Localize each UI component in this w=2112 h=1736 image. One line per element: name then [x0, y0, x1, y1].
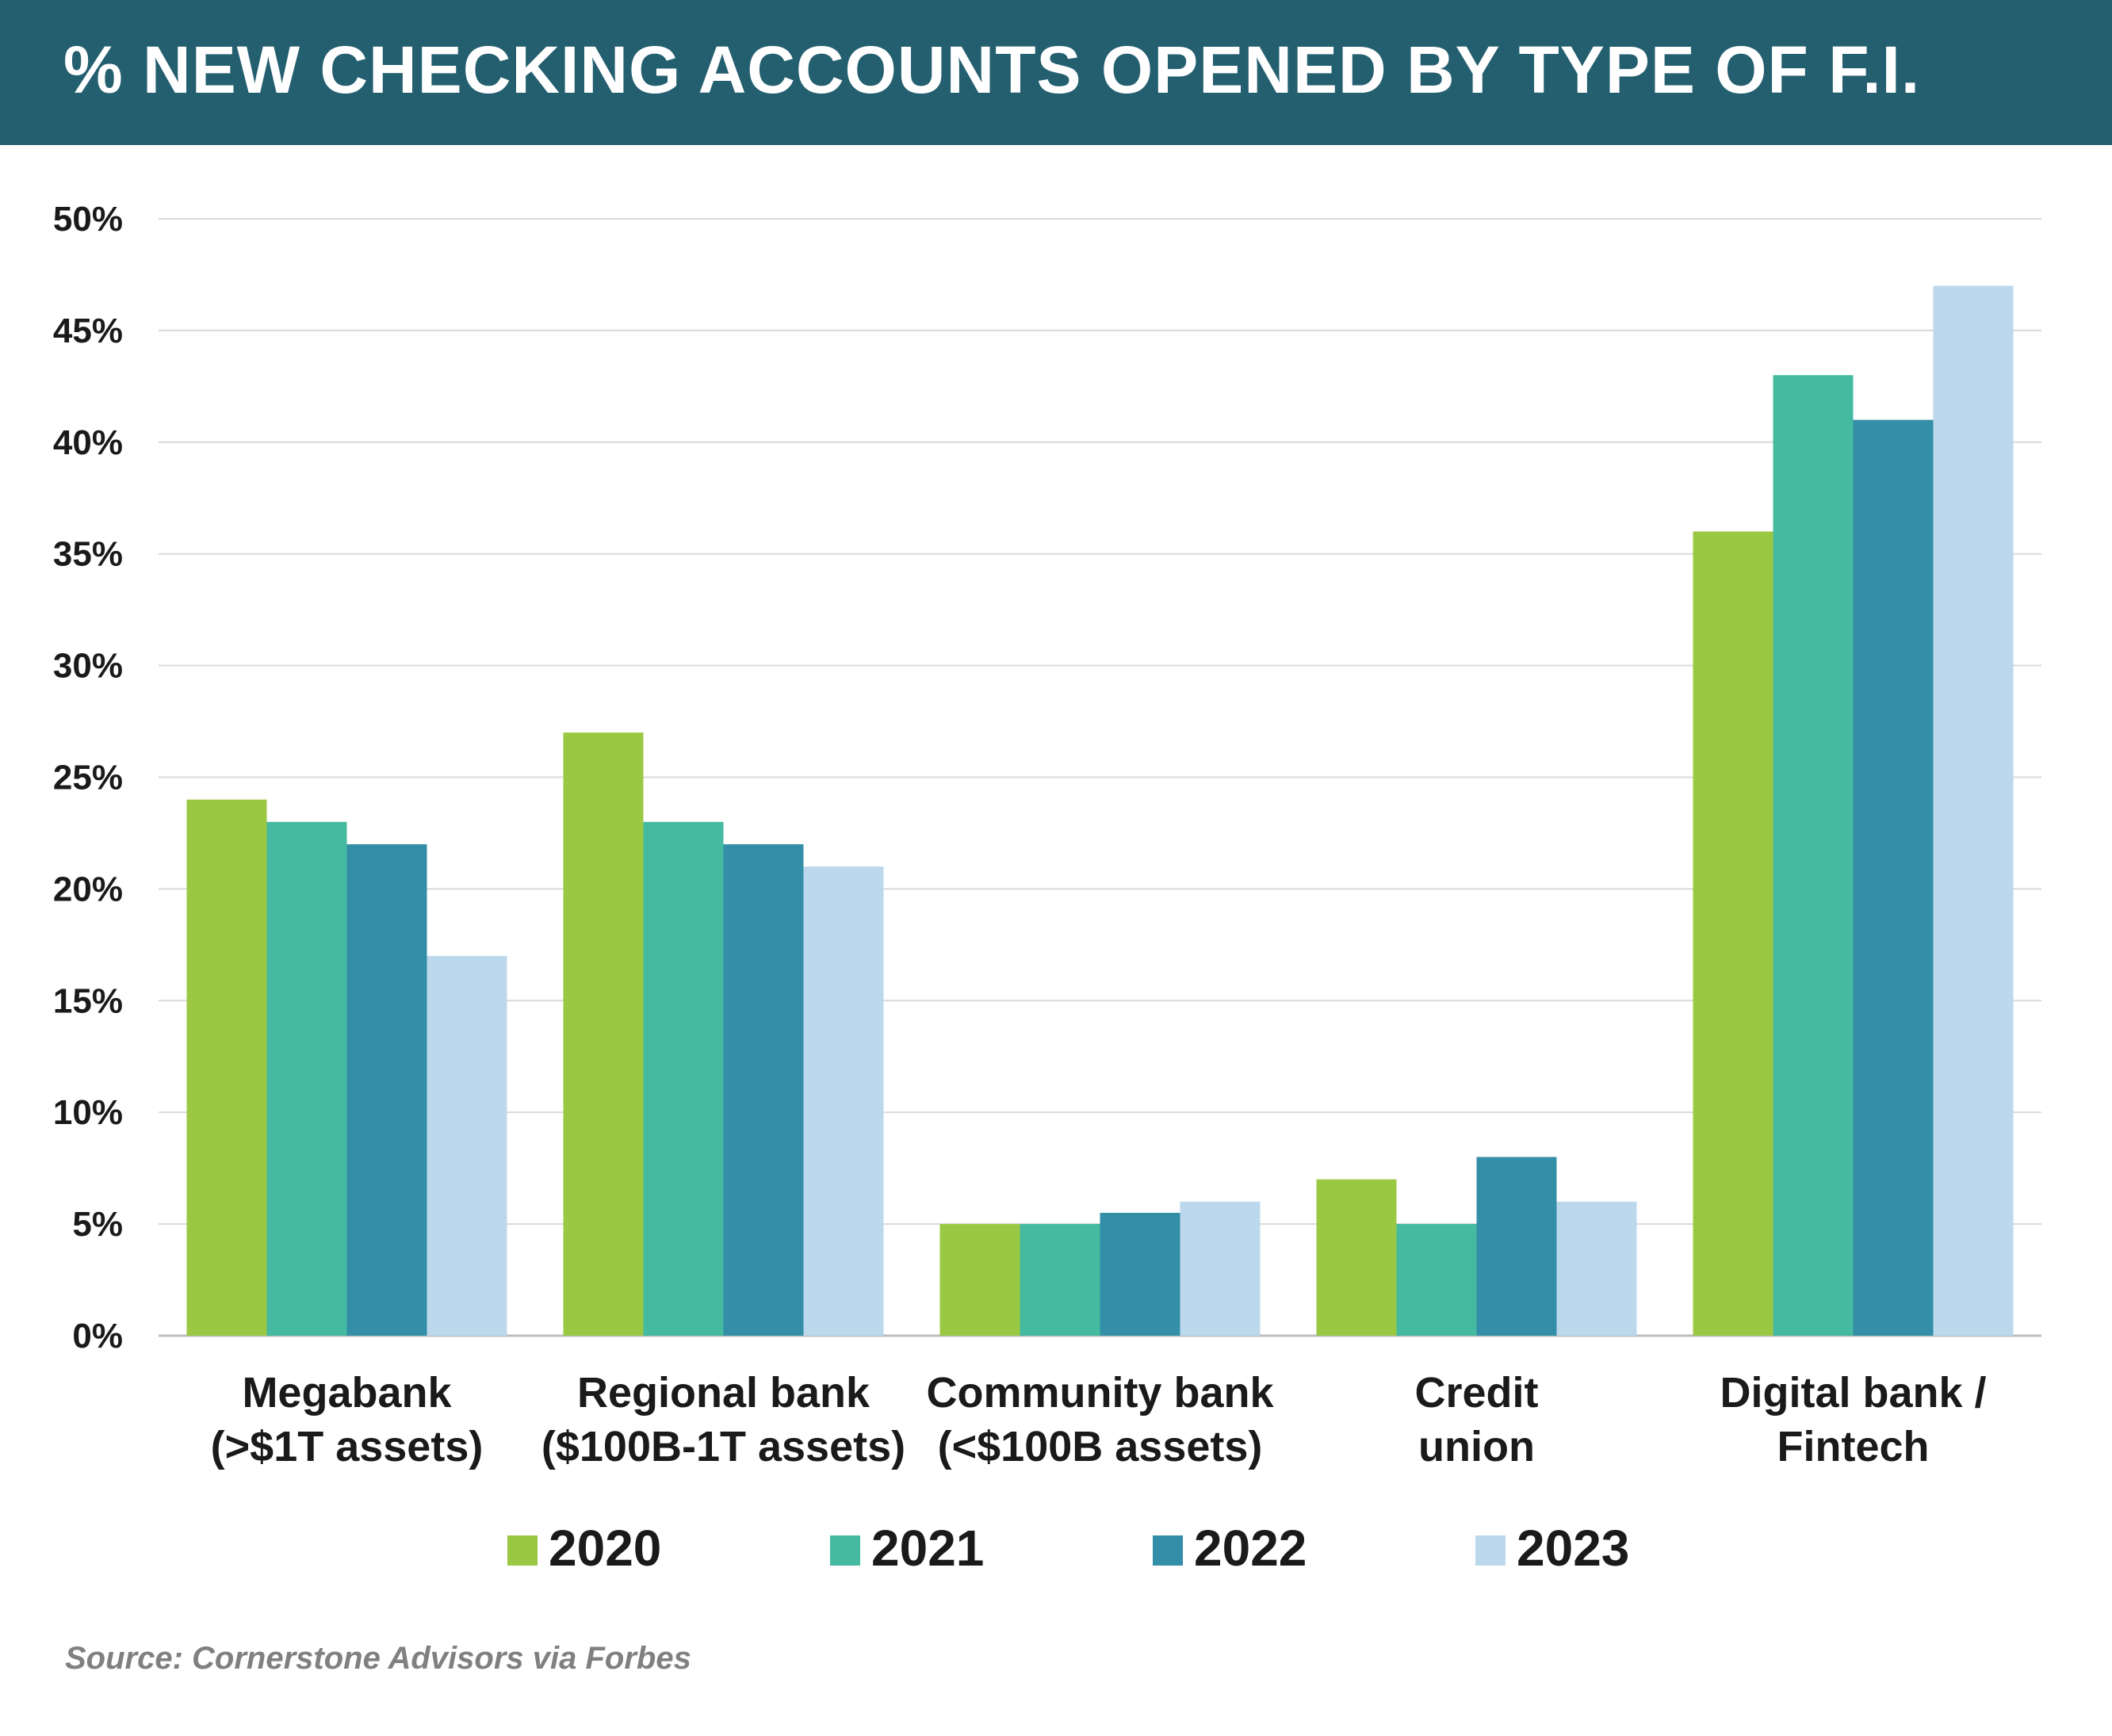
bar-2021-4: [1773, 375, 1854, 1336]
bar-2021-1: [643, 821, 724, 1336]
y-tick-label: 35%: [53, 535, 123, 574]
chart-header: % NEW CHECKING ACCOUNTS OPENED BY TYPE O…: [0, 0, 2112, 145]
y-tick-label: 45%: [53, 312, 123, 350]
bar-2022-3: [1476, 1157, 1557, 1336]
source-note: Source: Cornerstone Advisors via Forbes: [65, 1641, 691, 1676]
y-tick-label: 40%: [53, 423, 123, 462]
bar-2021-2: [1020, 1224, 1100, 1336]
legend-swatch-2023: [1475, 1535, 1506, 1566]
x-category-label: Digital bank /: [1720, 1369, 1986, 1417]
legend-swatch-2020: [507, 1535, 538, 1566]
legend-label-2020: 2020: [549, 1520, 661, 1577]
bar-2022-4: [1853, 419, 1934, 1336]
bar-2021-3: [1396, 1224, 1477, 1336]
bar-2023-0: [427, 955, 507, 1336]
x-category-label: Credit: [1414, 1369, 1538, 1417]
y-tick-label: 10%: [53, 1093, 123, 1132]
bar-chart: 0% 5% 10% 15% 20% 25% 30% 35% 40% 45% 50% Megabank (…: [53, 200, 2041, 1577]
bar-2023-2: [1180, 1201, 1261, 1336]
x-category-label: Megabank: [242, 1369, 452, 1417]
x-category-label: union: [1418, 1423, 1535, 1470]
legend-label-2023: 2023: [1517, 1520, 1629, 1577]
bar-2020-3: [1316, 1179, 1397, 1336]
bar-2022-1: [723, 844, 804, 1336]
bar-2022-2: [1100, 1213, 1180, 1336]
x-category-label: Regional bank: [577, 1369, 870, 1417]
bar-2020-4: [1693, 531, 1773, 1336]
x-category-label: Fintech: [1777, 1423, 1929, 1470]
x-category-label: (<$100B assets): [938, 1423, 1263, 1470]
legend-label-2022: 2022: [1194, 1520, 1307, 1577]
bar-2021-0: [266, 821, 347, 1336]
y-tick-label: 20%: [53, 870, 123, 908]
bar-2020-2: [939, 1224, 1020, 1336]
bar-2023-1: [803, 866, 884, 1336]
y-tick-label: 50%: [53, 200, 123, 239]
legend-swatch-2022: [1153, 1535, 1183, 1566]
bar-2022-0: [346, 844, 427, 1336]
bar-2020-0: [186, 799, 267, 1336]
y-tick-label: 5%: [72, 1205, 123, 1244]
legend-swatch-2021: [830, 1535, 860, 1566]
y-tick-label: 25%: [53, 759, 123, 797]
x-category-label: Community bank: [926, 1369, 1274, 1417]
bar-2020-1: [563, 732, 644, 1336]
x-category-label: (>$1T assets): [211, 1423, 484, 1470]
bar-2023-3: [1556, 1201, 1637, 1336]
bar-2023-4: [1933, 285, 2014, 1336]
y-tick-label: 0%: [72, 1317, 123, 1356]
y-tick-label: 30%: [53, 647, 123, 686]
y-tick-label: 15%: [53, 981, 123, 1020]
x-category-label: ($100B-1T assets): [541, 1423, 905, 1470]
chart-title: % NEW CHECKING ACCOUNTS OPENED BY TYPE O…: [63, 33, 1921, 107]
legend-label-2021: 2021: [871, 1520, 984, 1577]
